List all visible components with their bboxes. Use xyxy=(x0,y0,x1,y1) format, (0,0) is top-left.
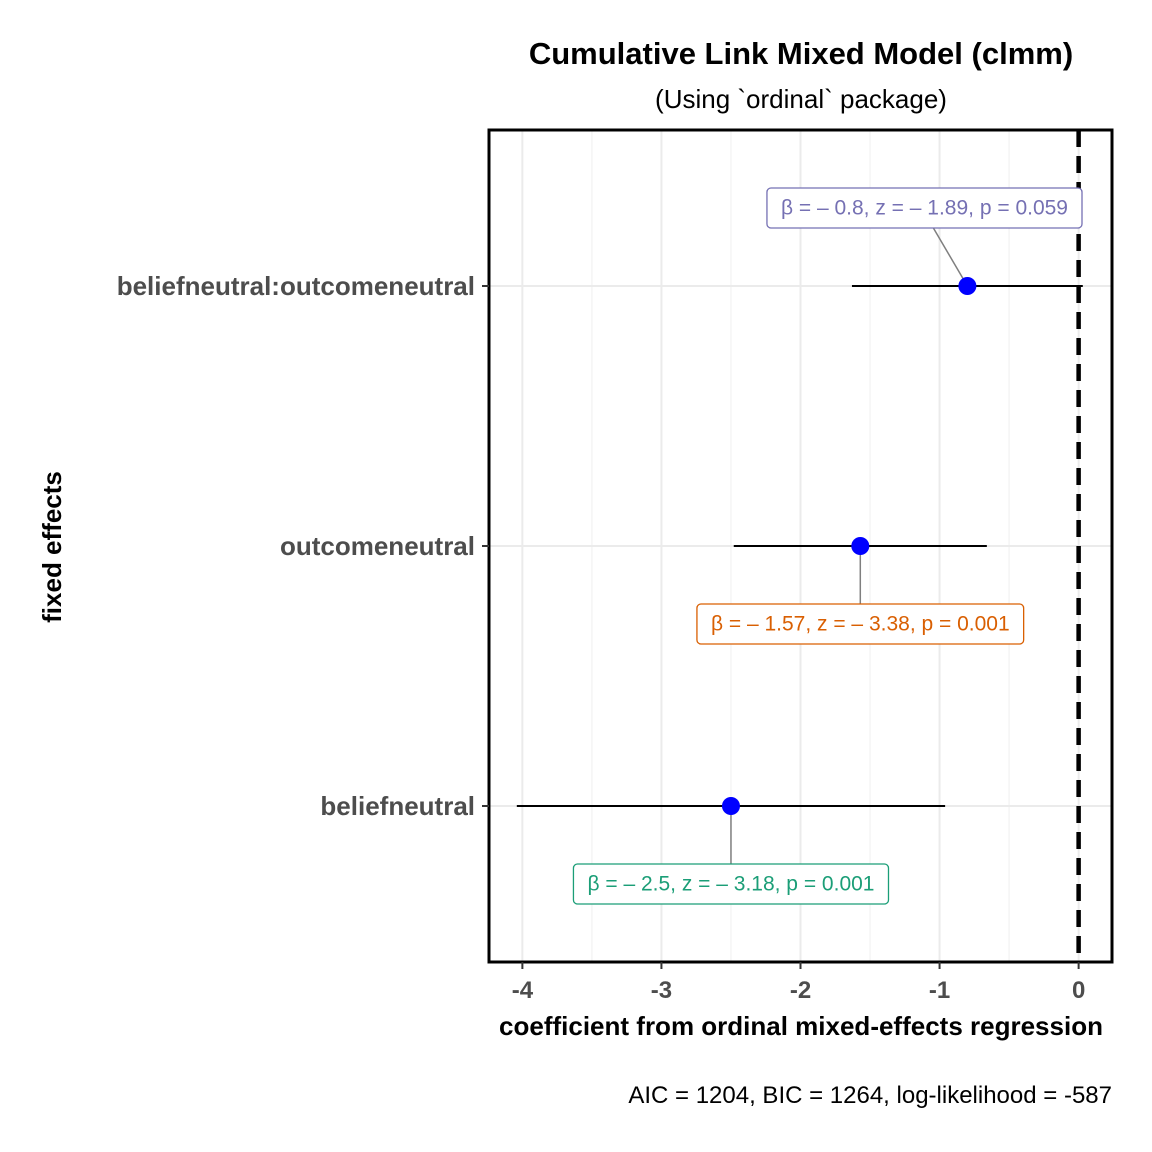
estimate-label: β = – 1.57, z = – 3.38, p = 0.001 xyxy=(696,603,1025,645)
y-tick-label: beliefneutral:outcomeneutral xyxy=(117,271,475,301)
x-tick-label: -4 xyxy=(512,977,534,1004)
chart-title: Cumulative Link Mixed Model (clmm) xyxy=(529,36,1073,71)
estimate-label-box xyxy=(696,603,1025,645)
estimate-label-text: β = – 1.57, z = – 3.38, p = 0.001 xyxy=(711,613,1010,636)
x-tick-label: -1 xyxy=(929,977,950,1004)
label-connector xyxy=(932,227,969,287)
estimate-label-box xyxy=(572,863,890,905)
estimate-point xyxy=(851,537,870,555)
estimate-label: β = – 0.8, z = – 1.89, p = 0.059 xyxy=(766,187,1083,229)
y-axis-label: fixed effects xyxy=(37,471,67,623)
model-fit-caption: AIC = 1204, BIC = 1264, log-likelihood =… xyxy=(628,1082,1112,1109)
estimate-labels: β = – 2.5, z = – 3.18, p = 0.001 β = – 1.… xyxy=(572,187,1083,905)
x-tick-label: -3 xyxy=(651,977,672,1004)
x-tick-label: -2 xyxy=(790,977,811,1004)
x-tick-label: 0 xyxy=(1072,977,1085,1004)
estimate-label-text: β = – 2.5, z = – 3.18, p = 0.001 xyxy=(587,873,874,896)
chart-subtitle: (Using `ordinal` package) xyxy=(655,84,947,114)
y-tick-label: outcomeneutral xyxy=(280,531,475,561)
estimate-label-text: β = – 0.8, z = – 1.89, p = 0.059 xyxy=(781,197,1068,220)
y-axis-ticks: beliefneutral outcomeneutral beliefneutral… xyxy=(117,271,489,821)
estimate-label-box xyxy=(766,187,1083,229)
label-connectors xyxy=(730,227,969,864)
x-axis-label: coefficient from ordinal mixed-effects r… xyxy=(499,1011,1103,1041)
estimate-label: β = – 2.5, z = – 3.18, p = 0.001 xyxy=(572,863,890,905)
estimate-point xyxy=(958,277,977,295)
x-axis-ticks: -4 -3 -2 -1 0 xyxy=(512,962,1085,1004)
estimate-point xyxy=(721,797,740,815)
y-tick-label: beliefneutral xyxy=(320,791,475,821)
estimate-points xyxy=(721,277,977,815)
